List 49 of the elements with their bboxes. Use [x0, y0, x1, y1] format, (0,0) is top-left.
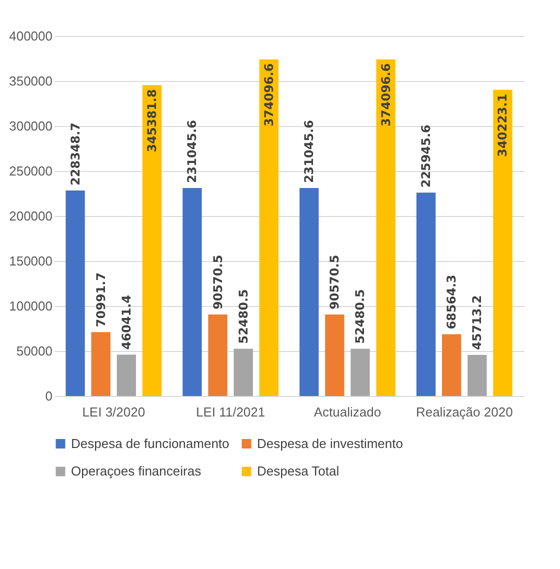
x-tick-label: LEI 3/2020 [82, 404, 146, 420]
y-tick-label: 150000 [9, 254, 52, 268]
legend-label: Despesa de investimento [257, 436, 403, 451]
y-tick-label: 200000 [9, 208, 52, 224]
bar [493, 90, 512, 396]
legend-label: Despesa Total [257, 464, 340, 478]
bar [142, 85, 162, 396]
y-tick-label: 300000 [9, 118, 52, 134]
bar [468, 354, 487, 396]
data-label: 231045.6 [302, 120, 316, 184]
bar [234, 348, 253, 396]
legend-label: Despesa de funcionamento [71, 436, 230, 451]
y-tick-label: 400000 [9, 28, 52, 44]
bar [325, 314, 344, 396]
bar [416, 192, 436, 396]
x-tick-label: LEI 11/2021 [196, 404, 266, 420]
bar [300, 188, 319, 396]
data-label: 45713.2 [470, 295, 484, 350]
data-label: 225945.6 [419, 124, 434, 188]
data-label: 374096.6 [378, 63, 393, 126]
bar [116, 354, 136, 396]
data-label: 345381.8 [144, 89, 159, 152]
bar [66, 190, 85, 396]
y-tick-label: 100000 [9, 298, 52, 314]
bar [376, 59, 396, 396]
data-label: 70991.7 [94, 272, 108, 328]
y-tick-label: 250000 [9, 164, 52, 178]
bar [259, 59, 278, 396]
y-tick-label: 350000 [9, 74, 52, 88]
data-label: 52480.5 [353, 289, 368, 344]
data-label: 231045.6 [185, 120, 200, 184]
bar [208, 314, 228, 396]
data-label: 68564.3 [444, 274, 459, 330]
x-tick-label: Actualizado [314, 404, 382, 420]
data-label: 228348.7 [68, 122, 82, 186]
data-label: 90570.5 [328, 254, 342, 310]
bar [182, 188, 202, 396]
bar [350, 348, 370, 396]
y-tick-label: 0 [45, 388, 52, 404]
data-label: 90570.5 [210, 254, 225, 310]
bar [91, 332, 110, 396]
x-tick-label: Realização 2020 [416, 404, 513, 420]
data-label: 46041.4 [119, 294, 134, 350]
data-label: 340223.1 [496, 94, 510, 157]
legend-label: Operaçoes financeiras [71, 464, 202, 478]
data-label: 52480.5 [236, 289, 250, 344]
data-label: 374096.6 [262, 63, 276, 126]
bar [442, 334, 462, 396]
y-tick-label: 50000 [16, 344, 52, 358]
